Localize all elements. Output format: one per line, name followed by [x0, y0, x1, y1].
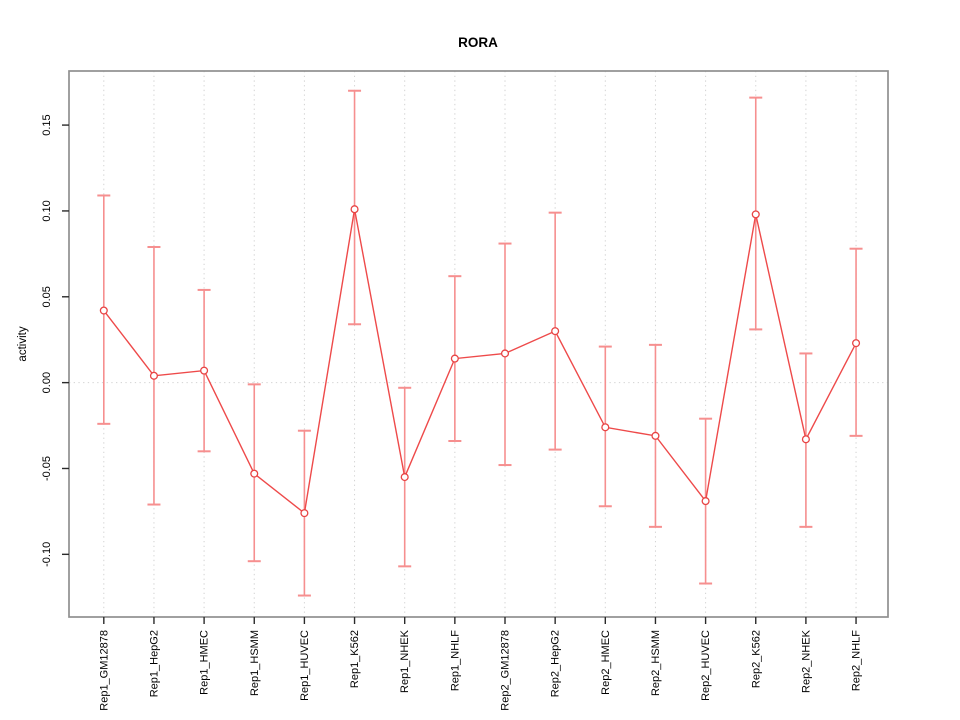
tick-labels-layer: 0.15 0.10 0.05 0.00 -0.05 -0.10 Rep1_GM12878 Re…	[41, 114, 863, 710]
x-tick-label: Rep2_GM12878	[500, 630, 512, 711]
y-tick-label: -0.10	[41, 542, 53, 567]
data-point	[300, 509, 309, 518]
y-tick-label: 0.15	[41, 114, 53, 135]
x-tick-label: Rep2_HepG2	[550, 630, 562, 697]
data-point	[450, 354, 459, 363]
x-tick-label: Rep1_NHEK	[399, 629, 411, 693]
x-tick-label: Rep1_GM12878	[98, 630, 110, 711]
data-point	[701, 497, 710, 506]
chart-title: RORA	[458, 35, 498, 50]
y-tick-label: 0.00	[41, 372, 53, 393]
x-tick-label: Rep1_HSMM	[249, 630, 261, 696]
y-tick-label: 0.05	[41, 286, 53, 307]
data-point	[200, 366, 209, 375]
x-tick-label: Rep1_HMEC	[199, 630, 211, 695]
error-bars-layer	[97, 89, 863, 597]
series-line	[103, 209, 857, 515]
x-tick-label: Rep1_HepG2	[148, 630, 160, 697]
data-point	[851, 339, 861, 348]
x-tick-label: Rep2_HUVEC	[700, 630, 712, 701]
x-tick-label: Rep2_HSMM	[650, 630, 662, 696]
data-point	[99, 306, 108, 315]
x-tick-label: Rep2_K562	[750, 630, 762, 688]
y-axis-label: activity	[17, 326, 29, 361]
data-point	[250, 469, 259, 478]
y-tick-label: -0.05	[41, 456, 53, 481]
series-line-layer	[103, 209, 857, 515]
x-tick-label: Rep2_NHLF	[851, 630, 863, 691]
data-point	[500, 349, 510, 358]
data-point	[149, 371, 159, 380]
data-point	[651, 431, 660, 440]
data-point	[551, 327, 560, 336]
data-point	[350, 205, 359, 214]
x-tick-label: Rep1_NHLF	[449, 630, 461, 691]
y-tick-label: 0.10	[41, 200, 53, 221]
x-tick-label: Rep2_HMEC	[600, 630, 612, 695]
grid-layer	[69, 71, 888, 617]
x-tick-label: Rep1_HUVEC	[299, 630, 311, 701]
plot-box	[68, 70, 889, 618]
data-points-layer	[99, 205, 861, 518]
x-tick-label: Rep1_K562	[349, 630, 361, 688]
data-point	[801, 435, 810, 444]
x-tick-label: Rep2_NHEK	[800, 629, 812, 693]
data-point	[400, 473, 409, 482]
data-point	[601, 423, 610, 432]
axes-layer	[62, 70, 889, 624]
data-point	[751, 210, 760, 219]
